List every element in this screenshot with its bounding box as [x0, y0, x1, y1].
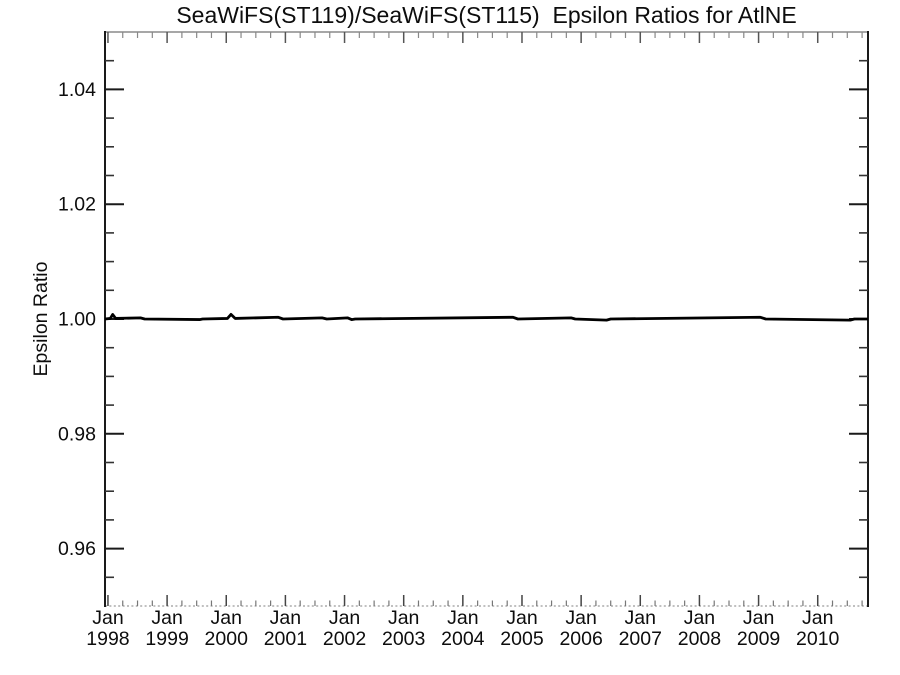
svg-text:2009: 2009 — [737, 628, 780, 650]
svg-text:Jan: Jan — [625, 607, 656, 629]
svg-text:Jan: Jan — [151, 607, 182, 629]
svg-text:Jan: Jan — [92, 607, 123, 629]
x-axis-ticks — [107, 32, 863, 606]
svg-text:1998: 1998 — [86, 628, 129, 650]
svg-text:Jan: Jan — [684, 607, 715, 629]
svg-text:1.02: 1.02 — [58, 194, 96, 216]
svg-text:2000: 2000 — [205, 628, 249, 650]
svg-text:0.98: 0.98 — [58, 423, 96, 445]
x-tick-labels: Jan1998Jan1999Jan2000Jan2001Jan2002Jan20… — [86, 607, 839, 650]
svg-text:Jan: Jan — [211, 607, 242, 629]
svg-text:Jan: Jan — [447, 607, 478, 629]
svg-text:Jan: Jan — [565, 607, 596, 629]
svg-text:2002: 2002 — [323, 628, 366, 650]
y-tick-labels: 0.96 0.98 1.00 1.02 1.04 — [58, 79, 96, 560]
svg-text:2006: 2006 — [559, 628, 602, 650]
svg-text:2003: 2003 — [382, 628, 425, 650]
svg-text:2001: 2001 — [264, 628, 307, 650]
chart-title: SeaWiFS(ST119)/SeaWiFS(ST115) Epsilon Ra… — [176, 2, 797, 28]
svg-text:2005: 2005 — [500, 628, 544, 650]
svg-text:Jan: Jan — [388, 607, 419, 629]
svg-text:Jan: Jan — [743, 607, 774, 629]
svg-text:Jan: Jan — [270, 607, 301, 629]
svg-text:2008: 2008 — [678, 628, 721, 650]
svg-text:2004: 2004 — [441, 628, 485, 650]
svg-text:2007: 2007 — [619, 628, 662, 650]
svg-text:1.04: 1.04 — [58, 79, 96, 101]
svg-text:1999: 1999 — [145, 628, 188, 650]
svg-text:Jan: Jan — [802, 607, 833, 629]
svg-text:Jan: Jan — [506, 607, 537, 629]
svg-text:2010: 2010 — [796, 628, 840, 650]
svg-text:1.00: 1.00 — [58, 309, 96, 331]
svg-text:0.96: 0.96 — [58, 538, 96, 560]
svg-text:Jan: Jan — [329, 607, 360, 629]
data-line — [104, 313, 868, 322]
